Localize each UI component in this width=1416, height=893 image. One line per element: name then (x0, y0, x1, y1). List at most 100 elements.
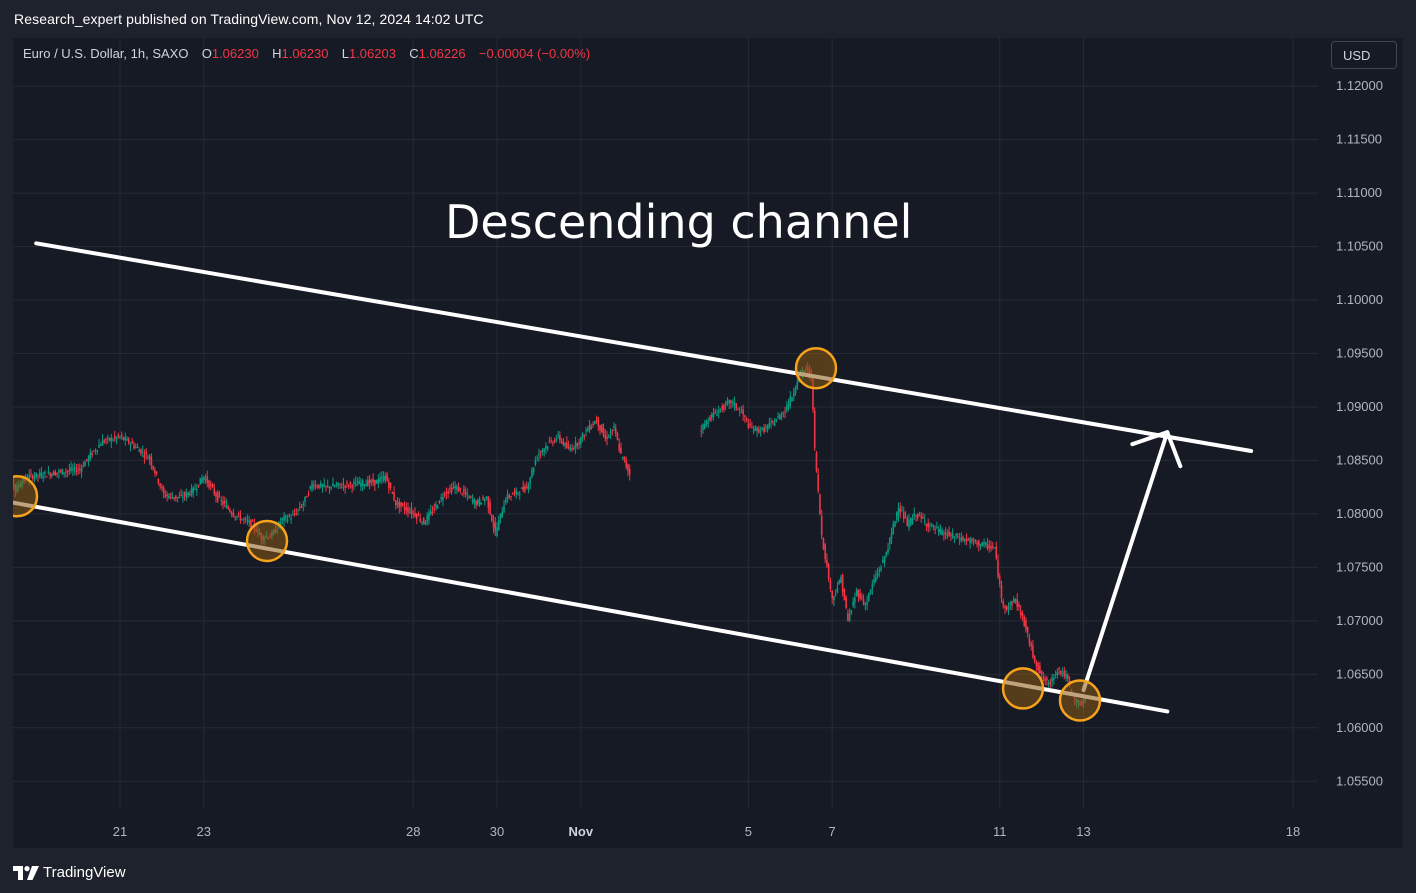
candle-body (1016, 599, 1019, 607)
candle-body (449, 487, 451, 490)
candle-body (1030, 643, 1032, 647)
candle-body (178, 496, 181, 498)
candle-body (147, 458, 149, 460)
candle-body (518, 493, 521, 495)
candle-body (304, 496, 306, 502)
candle-body (403, 507, 406, 510)
price-axis[interactable]: 1.12000 1.11500 1.11000 1.10500 1.10000 1.095… (1336, 78, 1383, 788)
candle-body (201, 478, 203, 483)
candle-body (136, 446, 139, 448)
candle-body (190, 488, 193, 496)
candle-body (168, 495, 170, 498)
candle-body (51, 474, 53, 477)
candle-body (997, 560, 999, 577)
candle-body (590, 426, 593, 429)
candle-body (112, 439, 114, 441)
candle-body (482, 497, 484, 500)
candle-body (861, 597, 863, 599)
candle-body (709, 417, 711, 421)
candle-body (117, 434, 120, 437)
ohlc-legend: Euro / U.S. Dollar, 1h, SAXO O1.06230 H1… (23, 46, 590, 61)
projection-arrow-head[interactable] (1130, 430, 1183, 469)
tradingview-logo[interactable]: TradingView (13, 864, 126, 881)
candle-body (510, 496, 512, 498)
candle-body (819, 494, 821, 515)
candle-body (897, 508, 900, 516)
candle-body (192, 487, 195, 493)
candle-body (960, 537, 963, 541)
candle-body (998, 576, 1001, 584)
candle-body (1046, 677, 1048, 681)
candle-body (344, 485, 346, 488)
touch-point-marker[interactable] (13, 475, 39, 518)
candle-body (758, 428, 760, 433)
candle-body (625, 460, 628, 467)
candle-body (213, 488, 216, 494)
candle-body (787, 404, 790, 407)
candle-body (817, 474, 820, 491)
candle-body (196, 488, 198, 491)
annotation-title[interactable]: Descending channel (445, 195, 912, 249)
footer: TradingView (0, 850, 1416, 893)
candle-body (555, 438, 558, 441)
currency-button[interactable]: USD (1331, 41, 1397, 69)
projection-arrow-line[interactable] (1081, 430, 1170, 693)
candle-body (115, 437, 118, 440)
candle-body (553, 440, 556, 442)
candle-body (859, 593, 861, 599)
candle-body (297, 509, 299, 511)
candle-body (152, 465, 154, 470)
candle-body (564, 443, 566, 446)
candle-body (244, 518, 247, 520)
candle-body (44, 471, 46, 474)
candle-body (850, 610, 853, 614)
candle-body (1053, 678, 1055, 680)
time-axis[interactable]: 21 23 28 30 Nov 5 7 11 13 18 (113, 824, 1300, 839)
candle-body (234, 516, 237, 518)
candle-body (452, 487, 455, 489)
candle-body (614, 428, 617, 434)
symbol-name[interactable]: Euro / U.S. Dollar, 1h, SAXO (23, 46, 189, 61)
candle-body (836, 588, 839, 593)
lower-channel-line[interactable] (13, 499, 1170, 714)
candle-body (307, 493, 310, 495)
touch-point-marker[interactable] (1058, 679, 1102, 722)
touch-point-marker[interactable] (794, 346, 838, 390)
candle-body (504, 500, 507, 504)
channel-lines[interactable] (13, 241, 1254, 714)
candle-body (408, 511, 411, 513)
candle-body (782, 413, 785, 415)
candle-body (820, 515, 823, 536)
candle-body (454, 486, 456, 489)
candle-body (473, 499, 476, 504)
candle-body (576, 443, 579, 446)
price-tick-label: 1.09000 (1336, 399, 1383, 414)
candle-body (548, 441, 551, 443)
candle-body (31, 475, 34, 480)
candle-body (742, 409, 744, 415)
candle-body (96, 450, 99, 452)
candle-body (593, 421, 596, 425)
candle-body (827, 564, 830, 580)
candle-body (737, 409, 739, 411)
upper-channel-line[interactable] (34, 241, 1254, 454)
candle-body (316, 486, 319, 488)
candle-body (220, 500, 223, 502)
chart-pane[interactable]: Descending channel 1.12000 1.11500 1.11000… (13, 38, 1403, 848)
candle-body (922, 517, 924, 519)
touch-point-marker[interactable] (1001, 667, 1045, 710)
candle-body (822, 538, 825, 550)
touch-point-marker[interactable] (245, 519, 289, 563)
candle-body (829, 581, 832, 590)
candle-body (508, 495, 511, 498)
candle-body (59, 470, 62, 472)
candle-body (730, 400, 732, 403)
candle-body (94, 450, 97, 452)
candle-body (129, 444, 132, 446)
low-value: 1.06203 (348, 46, 396, 61)
candle-body (539, 451, 542, 453)
candle-body (812, 377, 814, 410)
price-chart[interactable]: Descending channel 1.12000 1.11500 1.11000… (13, 38, 1403, 848)
touch-markers[interactable] (13, 346, 1102, 722)
candle-body (740, 412, 743, 414)
